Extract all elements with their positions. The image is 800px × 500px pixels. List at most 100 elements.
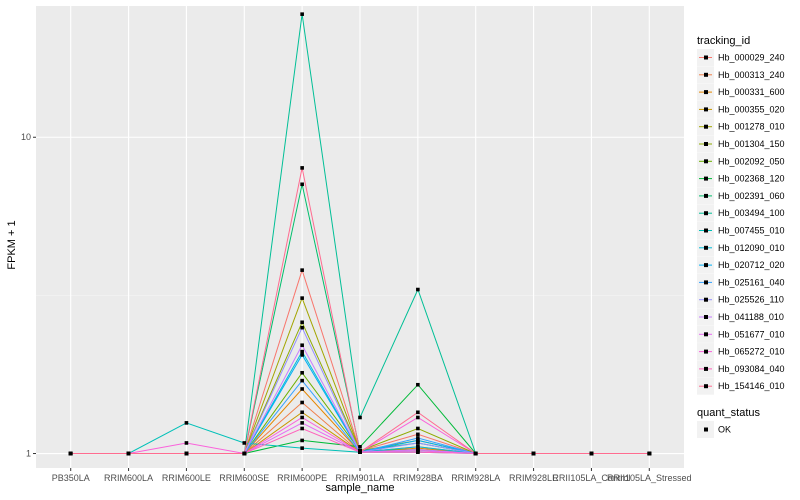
legend-item: Hb_041188_010 (697, 308, 784, 326)
legend-item: Hb_051677_010 (697, 325, 785, 343)
legend-key-marker (704, 297, 708, 302)
data-point (358, 450, 362, 454)
legend-item: Hb_001304_150 (697, 135, 785, 153)
legend-key-marker (704, 332, 708, 337)
legend-label: Hb_154146_010 (718, 381, 785, 391)
data-point (300, 166, 304, 170)
data-point (300, 438, 304, 443)
data-point (358, 415, 362, 420)
legend-key-marker (704, 55, 708, 60)
legend-item: Hb_154146_010 (697, 377, 785, 395)
data-point (416, 410, 420, 415)
x-tick-label: RRIM928LA (451, 473, 500, 483)
y-tick-label: 1 (26, 449, 31, 459)
data-point (300, 387, 304, 391)
data-point (300, 182, 304, 187)
data-point (300, 421, 304, 425)
legend-key-marker (704, 72, 708, 77)
legend-key-marker (704, 315, 708, 319)
legend-item: Hb_020712_020 (697, 256, 785, 274)
y-axis: 1 10 (21, 132, 36, 459)
data-point (647, 451, 652, 456)
data-point (300, 400, 304, 405)
data-point (416, 426, 420, 431)
data-point (300, 296, 304, 300)
legend-key-marker (704, 90, 708, 95)
legend-key-marker (704, 193, 708, 198)
data-point (126, 451, 131, 456)
data-point (184, 421, 189, 425)
x-tick-label: RRIM901LA (335, 473, 384, 483)
legend-label: Hb_003494_100 (718, 208, 785, 218)
legend-status-label: OK (718, 425, 731, 435)
data-point (416, 382, 420, 387)
data-point (416, 432, 420, 437)
legend-item: Hb_012090_010 (697, 239, 785, 257)
legend-label: Hb_001304_150 (718, 139, 785, 149)
data-point (416, 438, 420, 443)
x-tick-label: RRIM928LE (509, 473, 558, 483)
legend-title: tracking_id (697, 35, 750, 47)
legend-item: Hb_002391_060 (697, 187, 785, 205)
data-point (416, 445, 420, 449)
data-point (589, 451, 594, 456)
legend-label: Hb_002391_060 (718, 191, 785, 201)
data-point (300, 446, 304, 450)
legend-item: Hb_000331_600 (697, 83, 785, 101)
legend-item: Hb_093084_040 (697, 360, 785, 378)
legend-items: Hb_000029_240 Hb_000313_240 Hb_000331_600 H… (697, 49, 785, 395)
legend-item: Hb_002368_120 (697, 170, 785, 188)
data-point (416, 287, 420, 292)
legend-key-marker (704, 107, 708, 112)
legend-label: Hb_012090_010 (718, 243, 785, 253)
legend-label: Hb_020712_020 (718, 260, 785, 270)
legend-item: Hb_001278_010 (697, 118, 785, 136)
y-tick-label: 10 (21, 132, 31, 142)
legend-label: Hb_000313_240 (718, 70, 785, 80)
legend-label: Hb_007455_010 (718, 226, 785, 236)
x-tick-label: RRII105LA_Stressed (607, 473, 692, 483)
data-point (416, 450, 420, 454)
data-point (300, 343, 304, 348)
x-tick-label: RRIM600SE (219, 473, 269, 483)
data-point (184, 441, 189, 445)
legend-status-title: quant_status (697, 407, 760, 419)
x-axis-title: sample_name (325, 482, 394, 494)
legend-key-marker (704, 228, 708, 233)
legend-label: Hb_093084_040 (718, 364, 785, 374)
legend-item: Hb_025161_040 (697, 273, 785, 291)
legend-key-marker (704, 176, 708, 181)
legend-key-marker (704, 159, 708, 164)
legend-key-marker (704, 263, 708, 268)
data-point (68, 451, 73, 456)
x-tick-label: RRIM928BA (393, 473, 443, 483)
data-point (300, 410, 304, 415)
legend-key-marker (704, 211, 708, 216)
legend: tracking_id Hb_000029_240Hb_000313_240Hb… (697, 35, 785, 438)
data-point (416, 436, 420, 440)
data-point (242, 451, 247, 456)
legend-label: Hb_000029_240 (718, 53, 785, 63)
legend-item: Hb_000313_240 (697, 66, 785, 84)
x-tick-label: RRIM600LA (104, 473, 153, 483)
data-point (531, 451, 536, 456)
data-point (300, 349, 304, 354)
data-point (416, 441, 420, 445)
data-point (184, 451, 189, 456)
legend-label: Hb_065272_010 (718, 347, 785, 357)
data-point (242, 441, 247, 445)
data-point (300, 12, 304, 16)
data-point (300, 353, 304, 357)
legend-label: Hb_001278_010 (718, 122, 785, 132)
legend-label: Hb_002092_050 (718, 156, 785, 166)
data-point (300, 320, 304, 325)
legend-item: Hb_002092_050 (697, 152, 785, 170)
data-point (300, 426, 304, 431)
data-point (473, 451, 478, 456)
data-point (300, 370, 304, 375)
data-point (358, 445, 362, 449)
legend-key-marker (704, 245, 708, 250)
data-point (300, 325, 304, 330)
data-point (416, 415, 420, 420)
